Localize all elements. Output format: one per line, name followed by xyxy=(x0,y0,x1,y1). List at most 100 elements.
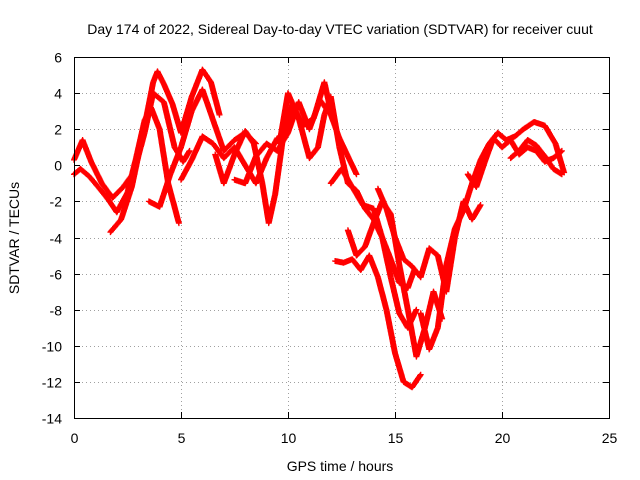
data-point xyxy=(118,216,125,223)
y-tick-label: -2 xyxy=(50,194,63,210)
data-point xyxy=(434,252,441,259)
data-point xyxy=(321,79,328,86)
y-tick-label: -6 xyxy=(50,267,63,283)
series-sat-d xyxy=(145,86,259,210)
data-point xyxy=(252,153,259,160)
data-point xyxy=(160,99,167,106)
data-point xyxy=(242,162,249,169)
data-point xyxy=(332,258,339,264)
data-point xyxy=(392,350,398,356)
data-point xyxy=(359,202,366,208)
data-point xyxy=(263,140,270,147)
data-point xyxy=(344,153,351,160)
series-sat-j xyxy=(332,252,424,391)
data-point xyxy=(178,176,184,183)
data-point xyxy=(370,220,377,227)
data-point xyxy=(274,147,281,154)
data-point xyxy=(242,128,249,134)
y-tick-label: -10 xyxy=(42,339,62,355)
data-point xyxy=(374,274,381,281)
data-point xyxy=(520,126,527,133)
data-point xyxy=(216,111,223,118)
data-point xyxy=(98,180,105,187)
data-point xyxy=(426,245,433,252)
x-axis-label: GPS time / hours xyxy=(287,458,394,474)
data-point xyxy=(533,142,540,149)
data-point xyxy=(231,151,238,158)
data-point xyxy=(169,100,176,107)
data-point xyxy=(531,119,538,125)
data-point xyxy=(349,184,356,190)
data-point xyxy=(426,346,433,353)
data-point xyxy=(481,158,488,165)
y-tick-label: 2 xyxy=(54,122,62,138)
data-point xyxy=(417,371,424,378)
data-point xyxy=(295,99,302,106)
data-point xyxy=(199,86,206,93)
data-point xyxy=(212,151,219,158)
series-sat-g xyxy=(231,97,360,187)
data-point xyxy=(417,310,424,317)
data-point xyxy=(451,225,458,232)
data-point xyxy=(524,137,531,143)
data-point xyxy=(477,202,484,208)
data-point xyxy=(186,147,193,154)
data-point xyxy=(220,155,227,162)
data-point xyxy=(265,220,272,227)
y-axis-label: SDTVAR / TECUs xyxy=(6,182,22,294)
series-trace xyxy=(508,137,564,177)
data-point xyxy=(208,79,214,86)
data-point xyxy=(188,108,195,115)
data-point xyxy=(396,310,403,317)
x-tick-label: 20 xyxy=(495,430,511,446)
data-point xyxy=(79,137,86,143)
data-point xyxy=(113,209,120,216)
y-tick-label: 4 xyxy=(54,86,62,102)
data-point xyxy=(160,81,167,88)
data-point xyxy=(188,93,195,100)
data-point xyxy=(77,165,84,172)
data-point xyxy=(86,173,92,180)
data-point xyxy=(558,171,565,178)
data-point xyxy=(340,259,347,266)
data-point xyxy=(550,155,557,162)
series-sat-c xyxy=(107,66,223,236)
data-point xyxy=(252,180,259,187)
data-point xyxy=(259,180,266,187)
x-tick-label: 25 xyxy=(602,430,618,446)
data-points xyxy=(71,66,568,391)
data-point xyxy=(156,126,163,133)
data-point xyxy=(413,306,420,313)
y-tick-labels: -14 -12 -10 -8 -6 -4 -2 0 2 4 6 xyxy=(42,50,62,427)
data-point xyxy=(524,144,531,151)
data-point xyxy=(250,140,257,147)
data-point xyxy=(96,185,103,192)
data-point xyxy=(199,66,206,73)
axis-ticks xyxy=(74,57,610,419)
data-point xyxy=(370,205,377,212)
data-point xyxy=(285,90,291,97)
data-point xyxy=(327,180,334,187)
data-point xyxy=(175,220,182,227)
x-tick-labels: 0 5 10 15 20 25 xyxy=(71,430,618,446)
data-point xyxy=(434,324,441,331)
data-point xyxy=(317,97,324,104)
data-point xyxy=(469,216,475,223)
data-point xyxy=(344,227,351,234)
data-point xyxy=(460,207,467,214)
data-point xyxy=(387,274,394,281)
series-sat-i xyxy=(327,165,420,331)
y-tick-label: -8 xyxy=(50,303,63,319)
data-point xyxy=(285,129,291,136)
data-point xyxy=(171,144,178,151)
data-point xyxy=(507,137,514,143)
x-tick-label: 0 xyxy=(71,430,79,446)
data-point xyxy=(199,133,206,140)
data-point xyxy=(295,115,302,122)
data-point xyxy=(321,111,328,118)
data-point xyxy=(464,171,471,178)
data-point xyxy=(366,252,373,259)
series-sat-m xyxy=(417,119,568,353)
data-point xyxy=(145,198,152,205)
data-point xyxy=(338,165,345,172)
